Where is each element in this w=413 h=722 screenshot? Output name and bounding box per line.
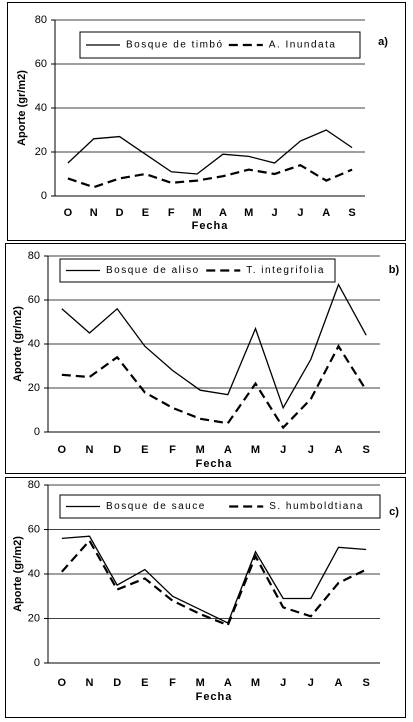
series-line <box>61 283 367 410</box>
x-tick-label: M <box>244 207 253 219</box>
x-tick-label: A <box>224 444 232 456</box>
x-tick-label: M <box>251 677 260 689</box>
series-line <box>61 535 367 624</box>
x-tick-label: J <box>280 677 286 689</box>
x-tick-label: S <box>348 207 355 219</box>
legend-box <box>79 31 361 59</box>
x-tick-label: S <box>362 677 369 689</box>
x-tick-label: M <box>196 444 205 456</box>
y-tick-label: 60 <box>28 294 40 306</box>
panel-label: c) <box>389 506 399 518</box>
x-axis-title: Fecha <box>196 458 233 470</box>
x-tick-label: D <box>116 207 124 219</box>
x-tick-label: M <box>192 207 201 219</box>
series-line <box>61 343 368 430</box>
x-tick-label: E <box>141 677 148 689</box>
y-tick-label: 40 <box>28 568 40 580</box>
series-line <box>67 163 353 189</box>
x-tick-label: E <box>141 444 148 456</box>
y-tick-label: 0 <box>34 426 40 438</box>
x-tick-label: F <box>168 207 175 219</box>
x-tick-label: F <box>169 677 176 689</box>
y-axis-title: Aporte (gr/m2) <box>16 70 28 146</box>
series-line <box>61 538 367 627</box>
y-axis-title: Aporte (gr/m2) <box>12 306 24 382</box>
x-tick-label: J <box>280 444 286 456</box>
legend-box <box>59 494 381 519</box>
panel-label: a) <box>378 36 388 48</box>
x-tick-label: O <box>58 677 67 689</box>
x-tick-label: O <box>64 207 73 219</box>
y-tick-label: 80 <box>28 250 40 262</box>
y-tick-label: 0 <box>41 190 47 202</box>
y-tick-label: 60 <box>35 58 47 70</box>
x-tick-label: D <box>113 444 121 456</box>
y-tick-label: 80 <box>35 14 47 26</box>
panel-label: b) <box>389 264 400 276</box>
x-tick-label: A <box>219 207 227 219</box>
x-tick-label: F <box>169 444 176 456</box>
x-tick-label: N <box>86 444 94 456</box>
y-axis-title: Aporte (gr/m2) <box>12 536 24 612</box>
x-tick-label: J <box>272 207 278 219</box>
y-tick-label: 0 <box>34 657 40 669</box>
panel-frame <box>7 2 406 241</box>
x-tick-label: N <box>90 207 98 219</box>
legend-label: S. humboldtiana <box>269 501 364 512</box>
y-tick-label: 20 <box>28 612 40 624</box>
x-tick-label: S <box>362 444 369 456</box>
legend-label: A. Inundata <box>269 40 337 51</box>
y-tick-label: 40 <box>28 338 40 350</box>
x-axis-title: Fecha <box>192 220 229 232</box>
x-tick-label: J <box>308 444 314 456</box>
y-tick-label: 40 <box>35 102 47 114</box>
y-tick-label: 20 <box>35 146 47 158</box>
x-tick-label: N <box>86 677 94 689</box>
x-tick-label: O <box>58 444 67 456</box>
x-tick-label: A <box>335 444 343 456</box>
x-tick-label: A <box>335 677 343 689</box>
legend-label: Bosque de aliso <box>106 265 200 276</box>
x-tick-label: J <box>297 207 303 219</box>
x-tick-label: A <box>322 207 330 219</box>
y-tick-label: 20 <box>28 382 40 394</box>
x-tick-label: E <box>142 207 149 219</box>
legend-box <box>59 258 336 283</box>
y-tick-label: 60 <box>28 523 40 535</box>
legend-label: Bosque de timbó <box>126 40 224 51</box>
series-line <box>67 129 353 175</box>
x-tick-label: M <box>251 444 260 456</box>
legend-label: T. integrifolia <box>246 265 325 276</box>
y-tick-label: 80 <box>28 479 40 491</box>
x-tick-label: D <box>113 677 121 689</box>
panel-frame <box>5 477 406 718</box>
x-axis-title: Fecha <box>196 691 233 703</box>
panel-frame <box>5 243 406 474</box>
legend-label: Bosque de sauce <box>106 501 206 512</box>
x-tick-label: M <box>196 677 205 689</box>
x-tick-label: A <box>224 677 232 689</box>
x-tick-label: J <box>308 677 314 689</box>
